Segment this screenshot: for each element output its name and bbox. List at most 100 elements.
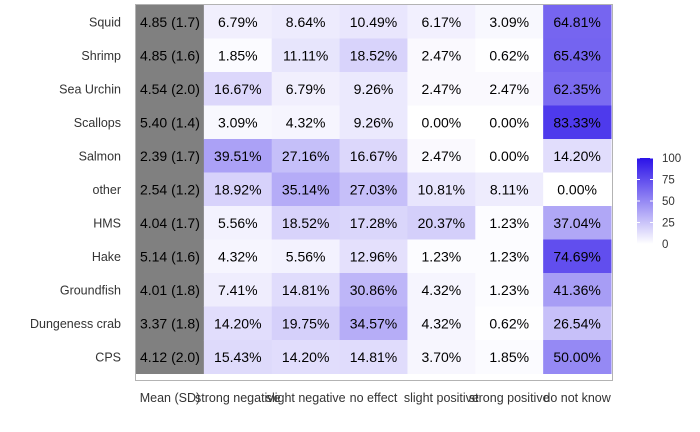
- heatmap-cell: [407, 38, 476, 73]
- mean-sd-cell: [136, 306, 205, 341]
- heatmap-cell: [543, 172, 612, 207]
- heatmap-cell: [203, 206, 273, 240]
- mean-sd-cell: [136, 340, 205, 374]
- heatmap-cell: [407, 105, 476, 140]
- cell-value-label: 74.69%: [553, 248, 600, 264]
- heatmap-cell: [339, 239, 408, 274]
- mean-sd-cell: [136, 273, 205, 307]
- mean-sd-label: 4.04 (1.7): [140, 215, 200, 231]
- cell-value-label: 14.20%: [214, 315, 261, 331]
- heatmap-cell: [203, 105, 273, 140]
- mean-sd-label: 4.12 (2.0): [140, 349, 200, 365]
- cell-value-label: 17.28%: [350, 215, 397, 231]
- cell-value-label: 14.81%: [282, 282, 329, 298]
- cell-value-label: 0.62%: [489, 315, 529, 331]
- heatmap-cell: [203, 72, 273, 106]
- cell-value-label: 30.86%: [350, 282, 397, 298]
- cell-value-label: 10.49%: [350, 14, 397, 30]
- cell-value-label: 18.92%: [214, 181, 261, 197]
- cell-value-label: 83.33%: [553, 114, 600, 130]
- cell-value-label: 62.35%: [553, 81, 600, 97]
- heatmap-cell: [271, 38, 341, 73]
- cell-value-label: 50.00%: [553, 349, 600, 365]
- cell-value-label: 14.20%: [282, 349, 329, 365]
- colorbar: [637, 158, 653, 244]
- column-label: slight negative: [266, 391, 346, 405]
- cell-value-label: 4.32%: [422, 282, 462, 298]
- cell-value-label: 0.62%: [489, 47, 529, 63]
- heatmap-cell: [543, 38, 612, 73]
- mean-sd-label: 4.85 (1.6): [140, 47, 200, 63]
- mean-sd-label: 4.85 (1.7): [140, 14, 200, 30]
- heatmap-cell: [543, 5, 612, 39]
- cell-value-label: 6.79%: [286, 81, 326, 97]
- cell-value-label: 35.14%: [282, 181, 329, 197]
- row-label: CPS: [95, 350, 121, 364]
- cell-value-label: 2.47%: [422, 47, 462, 63]
- mean-sd-label: 2.54 (1.2): [140, 181, 200, 197]
- heatmap-cell: [203, 139, 273, 173]
- cell-value-label: 8.11%: [490, 181, 529, 197]
- cell-value-label: 41.36%: [553, 282, 600, 298]
- row-labels: Squid Shrimp Sea Urchin Scallops Salmon other…: [30, 15, 121, 364]
- heatmap-cell: [407, 340, 476, 374]
- row-label: Dungeness crab: [30, 317, 121, 331]
- heatmap-cell: [203, 340, 273, 374]
- heatmap-cell: [475, 306, 544, 341]
- heatmap-cell: [475, 38, 544, 73]
- heatmap-cells: 4.85 (1.7) 4.85 (1.6) 4.54 (2.0) 5.40 (1.4)…: [136, 5, 612, 374]
- heatmap-cell: [407, 172, 476, 207]
- heatmap-cell: [475, 105, 544, 140]
- heatmap-cell: [407, 206, 476, 240]
- cell-value-label: 4.32%: [422, 315, 462, 331]
- cell-value-label: 37.04%: [553, 215, 600, 231]
- colorbar-tick-label: 50: [662, 196, 675, 208]
- heatmap-cell: [271, 5, 341, 39]
- cell-value-label: 4.32%: [218, 248, 258, 264]
- cell-value-label: 2.47%: [422, 148, 462, 164]
- mean-sd-label: 3.37 (1.8): [140, 315, 200, 331]
- heatmap-cell: [339, 340, 408, 374]
- cell-value-label: 65.43%: [553, 47, 600, 63]
- cell-value-label: 1.23%: [489, 248, 529, 264]
- heatmap-cell: [543, 72, 612, 106]
- cell-value-label: 27.03%: [350, 181, 397, 197]
- heatmap-cell: [543, 340, 612, 374]
- colorbar-tick-label: 25: [662, 218, 675, 230]
- row-label: Groundfish: [60, 283, 121, 297]
- cell-value-label: 3.09%: [218, 114, 258, 130]
- mean-sd-cell: [136, 172, 205, 207]
- column-label: no effect: [350, 391, 398, 405]
- cell-value-label: 0.00%: [489, 148, 529, 164]
- heatmap-cell: [271, 72, 341, 106]
- column-label: Mean (SD): [140, 391, 200, 405]
- cell-value-label: 1.85%: [489, 349, 529, 365]
- cell-value-label: 0.00%: [489, 114, 529, 130]
- colorbar-tick-label: 100: [662, 153, 681, 165]
- cell-value-label: 7.41%: [218, 282, 258, 298]
- cell-value-label: 1.23%: [489, 215, 529, 231]
- heatmap-cell: [407, 139, 476, 173]
- cell-value-label: 5.56%: [218, 215, 258, 231]
- mean-sd-label: 5.14 (1.6): [140, 248, 200, 264]
- heatmap-cell: [407, 273, 476, 307]
- column-label: do not know: [543, 391, 611, 405]
- heatmap-cell: [339, 273, 408, 307]
- heatmap-cell: [271, 340, 341, 374]
- row-label: Salmon: [79, 149, 121, 163]
- heatmap-cell: [271, 206, 341, 240]
- mean-sd-label: 2.39 (1.7): [140, 148, 200, 164]
- mean-sd-label: 4.01 (1.8): [140, 282, 200, 298]
- mean-sd-label: 4.54 (2.0): [140, 81, 200, 97]
- heatmap-cell: [407, 306, 476, 341]
- heatmap-cell: [407, 5, 476, 39]
- cell-value-label: 18.52%: [350, 47, 397, 63]
- heatmap-cell: [475, 239, 544, 274]
- heatmap-cell: [339, 38, 408, 73]
- cell-value-label: 6.17%: [422, 14, 462, 30]
- heatmap-cell: [271, 139, 341, 173]
- mean-sd-cell: [136, 5, 205, 39]
- heatmap-cell: [475, 206, 544, 240]
- heatmap-cell: [339, 206, 408, 240]
